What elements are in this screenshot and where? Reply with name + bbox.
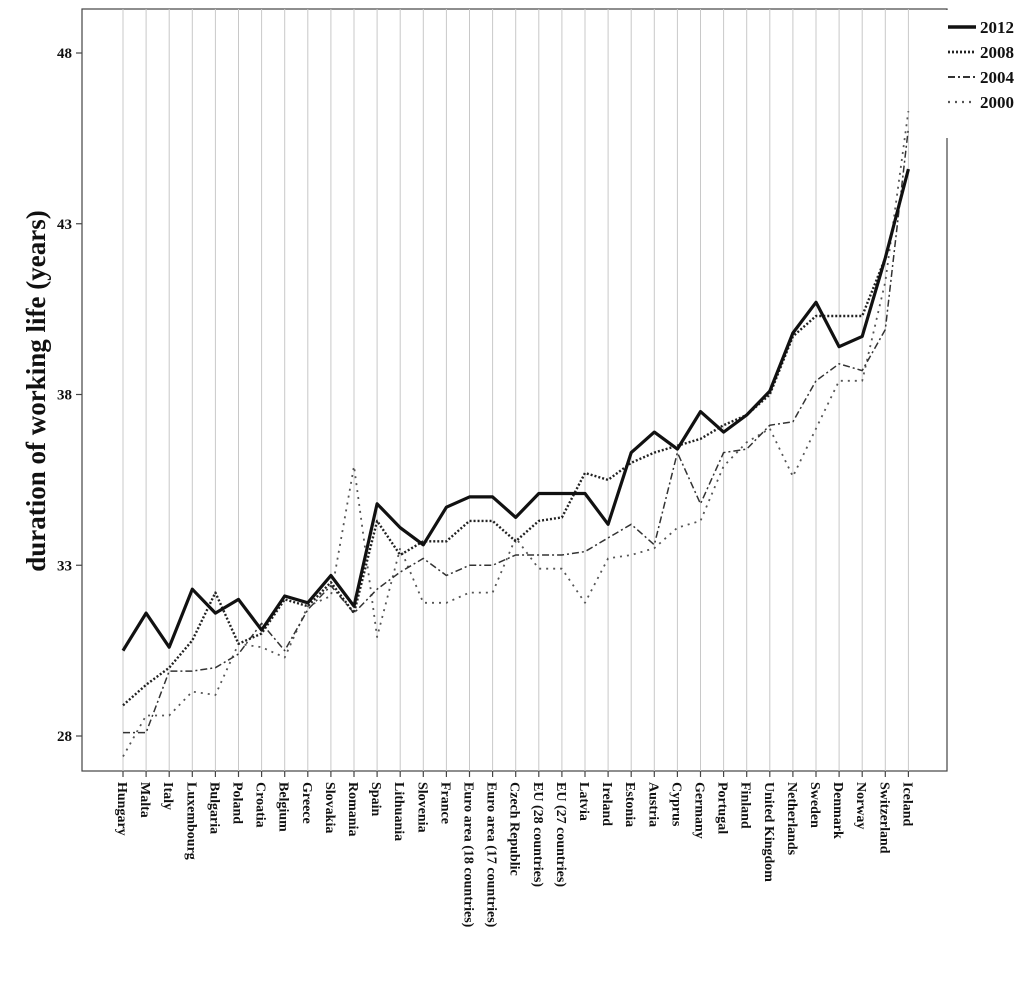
x-tick-label: Euro area (17 countries) — [484, 782, 499, 928]
y-tick-label: 38 — [57, 388, 72, 404]
x-tick-label: Sweden — [807, 782, 822, 828]
x-tick-label: Euro area (18 countries) — [461, 782, 476, 928]
x-tick-label: Czech Republic — [507, 782, 522, 876]
series-line-2012 — [121, 168, 910, 652]
y-tick-label: 33 — [57, 558, 72, 574]
x-tick-label: Denmark — [830, 782, 845, 839]
x-tick-label: Luxembourg — [183, 782, 198, 860]
x-tick-label: Germany — [692, 782, 707, 839]
legend: 2012 2008 2004 2000 — [945, 10, 1028, 138]
x-tick-label: Malta — [137, 782, 152, 818]
legend-label: 2004 — [980, 68, 1015, 87]
x-tick-label: Belgium — [276, 782, 291, 832]
x-tick-label: Lithuania — [391, 782, 406, 841]
y-axis-title: duration of working life (years) — [21, 210, 51, 571]
x-tick-label: United Kingdom — [761, 782, 776, 882]
x-tick-label: EU (27 countries) — [553, 782, 568, 887]
x-tick-label: France — [437, 782, 452, 824]
x-tick-label: Estonia — [622, 782, 637, 827]
legend-label: 2012 — [980, 18, 1014, 37]
series-lines — [121, 110, 910, 757]
legend-label: 2008 — [980, 43, 1014, 62]
x-tick-label: Hungary — [114, 782, 129, 836]
x-tick-label: Switzerland — [876, 782, 891, 854]
x-tick-label: Slovakia — [322, 782, 337, 833]
x-tick-label: Slovenia — [414, 782, 429, 833]
y-axis: 28 33 38 43 48 — [57, 46, 82, 745]
x-tick-label: Ireland — [599, 782, 614, 826]
vertical-grid — [122, 9, 909, 771]
x-tick-label: Iceland — [899, 782, 914, 827]
x-tick-label: Poland — [230, 782, 245, 824]
x-tick-label: Italy — [160, 782, 175, 810]
x-tick-label: Romania — [345, 782, 360, 836]
x-tick-label: Netherlands — [784, 782, 799, 856]
x-tick-label: Austria — [645, 782, 660, 827]
x-axis: Hungary Malta Italy Luxembourg Bulgaria Polan… — [114, 771, 914, 928]
x-tick-label: Bulgaria — [206, 782, 221, 834]
plot-frame — [81, 8, 948, 772]
x-tick-label: Norway — [853, 782, 868, 829]
y-tick-label: 28 — [57, 729, 72, 745]
x-tick-label: Croatia — [253, 782, 268, 828]
series-line-2004 — [123, 128, 910, 734]
x-tick-label: Finland — [738, 782, 753, 829]
x-tick-label: Cyprus — [668, 782, 683, 827]
x-tick-label: EU (28 countries) — [530, 782, 545, 887]
x-tick-label: Latvia — [576, 782, 591, 821]
x-tick-label: Greece — [299, 782, 314, 824]
legend-box — [945, 10, 1028, 138]
x-tick-label: Spain — [368, 782, 383, 816]
x-tick-label: Portugal — [715, 782, 730, 834]
legend-label: 2000 — [980, 93, 1014, 112]
y-tick-label: 48 — [57, 46, 72, 62]
y-tick-label: 43 — [57, 217, 72, 233]
